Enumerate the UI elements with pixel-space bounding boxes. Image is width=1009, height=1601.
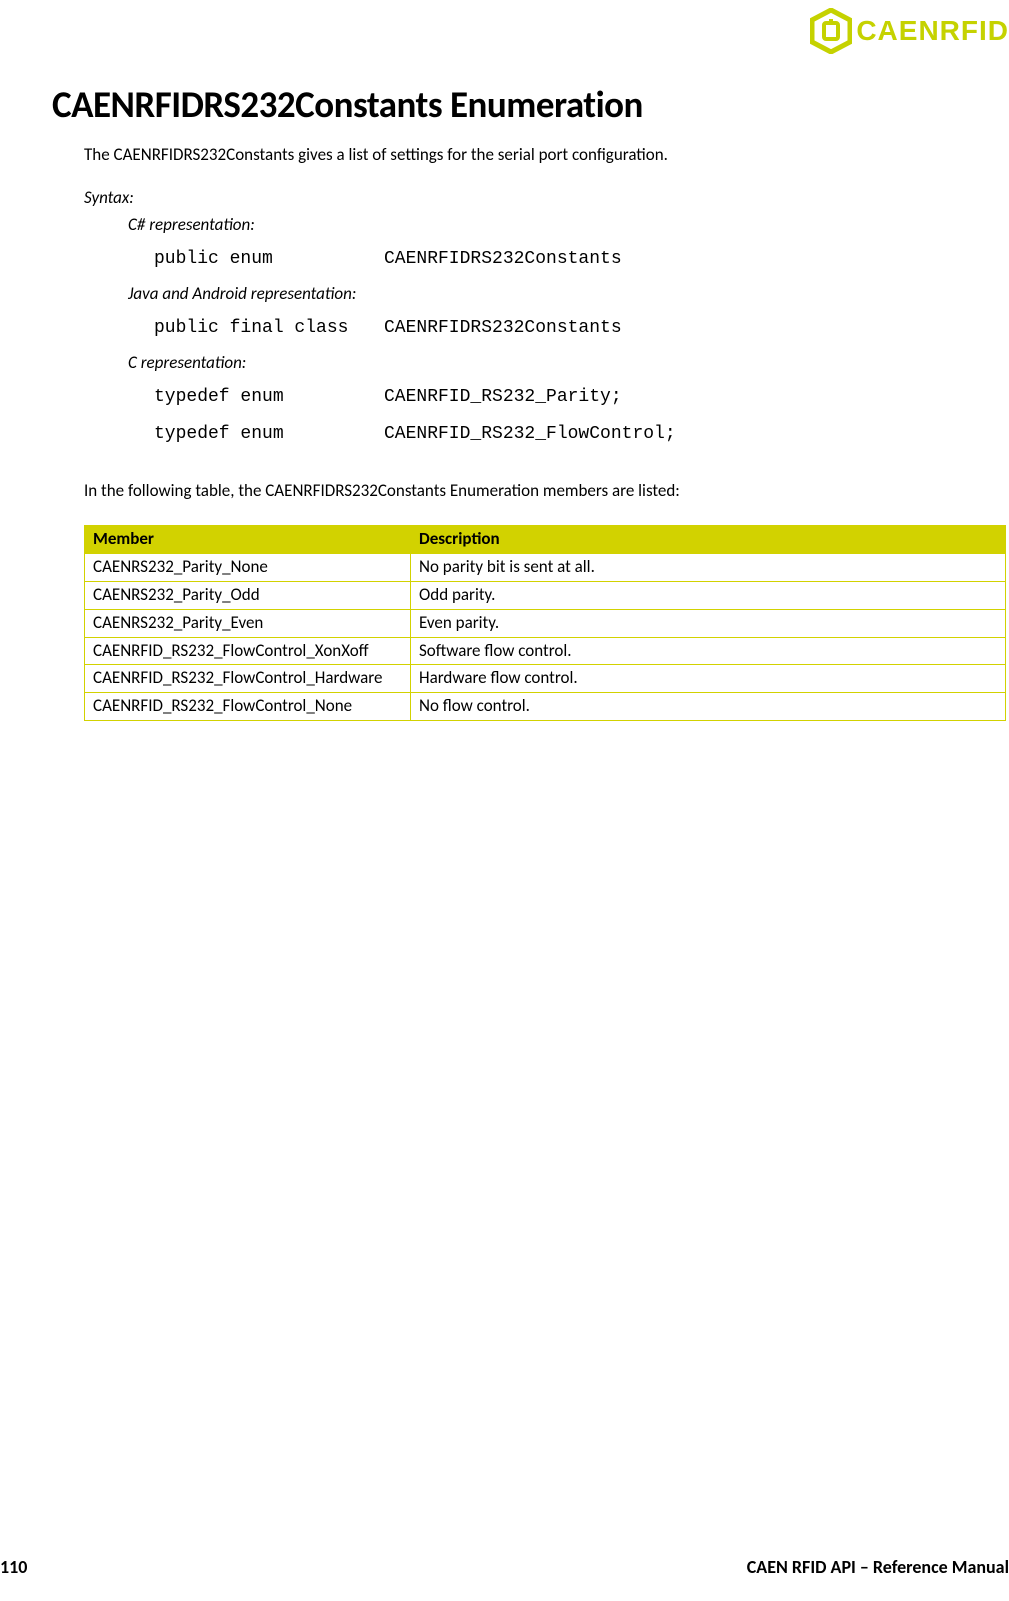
page-title: CAENRFIDRS232Constants Enumeration — [52, 80, 1009, 130]
brand-logo: CAENRFID — [810, 8, 1009, 54]
col-member: Member — [85, 525, 411, 553]
code-line: typedef enumCAENRFID_RS232_FlowControl; — [154, 422, 1009, 446]
syntax-label: Syntax: — [84, 187, 1009, 210]
table-row: CAENRS232_Parity_OddOdd parity. — [85, 581, 1006, 609]
rep-c: C representation: typedef enumCAENRFID_R… — [128, 352, 1009, 446]
hex-icon — [810, 8, 852, 54]
page-content: CAENRFIDRS232Constants Enumeration The C… — [52, 80, 1009, 721]
code-line: public enumCAENRFIDRS232Constants — [154, 247, 1009, 271]
rep-label: C representation: — [128, 352, 1009, 375]
page-number: 110 — [0, 1555, 27, 1579]
doc-title: CAEN RFID API – Reference Manual — [747, 1555, 1009, 1579]
rep-java: Java and Android representation: public … — [128, 283, 1009, 340]
table-row: CAENRFID_RS232_FlowControl_HardwareHardw… — [85, 665, 1006, 693]
table-row: CAENRS232_Parity_EvenEven parity. — [85, 609, 1006, 637]
page-footer: 110 CAEN RFID API – Reference Manual — [0, 1555, 1009, 1579]
members-table: Member Description CAENRS232_Parity_None… — [84, 525, 1006, 722]
table-row: CAENRFID_RS232_FlowControl_NoneNo flow c… — [85, 693, 1006, 721]
rep-label: Java and Android representation: — [128, 283, 1009, 306]
rep-label: C# representation: — [128, 214, 1009, 237]
col-description: Description — [411, 525, 1006, 553]
code-line: public final classCAENRFIDRS232Constants — [154, 316, 1009, 340]
table-intro: In the following table, the CAENRFIDRS23… — [84, 480, 1009, 503]
code-line: typedef enumCAENRFID_RS232_Parity; — [154, 385, 1009, 409]
intro-text: The CAENRFIDRS232Constants gives a list … — [84, 144, 1009, 167]
brand-text: CAENRFID — [856, 12, 1009, 50]
table-row: CAENRS232_Parity_NoneNo parity bit is se… — [85, 553, 1006, 581]
table-row: CAENRFID_RS232_FlowControl_XonXoffSoftwa… — [85, 637, 1006, 665]
rep-csharp: C# representation: public enumCAENRFIDRS… — [128, 214, 1009, 271]
